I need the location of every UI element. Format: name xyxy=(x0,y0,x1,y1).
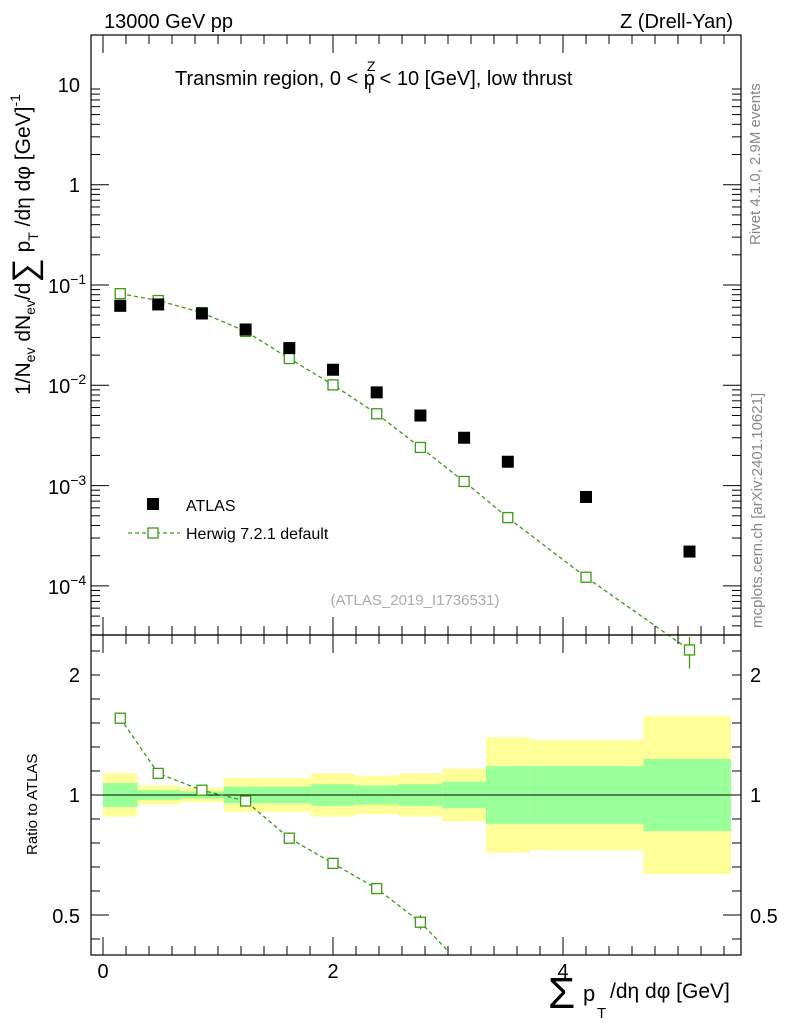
atlas-point xyxy=(283,342,296,355)
herwig-point xyxy=(414,441,427,454)
xlabel-sub-t: T xyxy=(597,1005,606,1022)
ratio-herwig-point xyxy=(283,832,295,844)
herwig-point xyxy=(580,571,592,583)
ratio-herwig-point xyxy=(152,767,164,780)
ratio-herwig-point xyxy=(114,712,126,724)
atlas-point xyxy=(501,455,514,468)
xlabel-rest: /dη dφ [GeV] xyxy=(610,980,730,1003)
herwig-point xyxy=(683,644,696,656)
ratio-ytick-label-2: 2 xyxy=(69,665,80,687)
ratio-axis-ticks xyxy=(91,635,741,955)
ratio-ytick-label-0p5-right: 0.5 xyxy=(750,906,778,928)
ratio-herwig-point xyxy=(196,784,208,796)
ratio-herwig-point xyxy=(239,795,252,807)
ratio-data-marks xyxy=(114,712,449,952)
herwig-point xyxy=(283,352,295,365)
legend-herwig-marker xyxy=(147,527,159,539)
ratio-herwig-point xyxy=(327,857,339,870)
legend: ATLAS Herwig 7.2.1 default xyxy=(128,498,329,543)
ytick-label-1e-2: 10−2 xyxy=(48,371,86,398)
xlabel-sum-symbol: Σ xyxy=(548,969,575,1018)
legend-atlas-marker xyxy=(147,498,159,510)
legend-herwig-label: Herwig 7.2.1 default xyxy=(186,526,329,543)
ratio-herwig-point xyxy=(371,882,383,895)
main-frame xyxy=(90,34,742,636)
ratio-ytick-label-1: 1 xyxy=(69,785,80,807)
herwig-point xyxy=(327,379,339,391)
ratio-herwig-line xyxy=(119,717,449,952)
xtick-label-4: 4 xyxy=(557,961,568,983)
ratio-ytick-label-1-right: 1 xyxy=(750,785,761,807)
atlas-point xyxy=(152,298,165,311)
legend-atlas-label: ATLAS xyxy=(186,498,236,515)
ytick-label-1e-4: 10−4 xyxy=(48,572,86,599)
atlas-point xyxy=(239,323,252,336)
xlabel-p: p xyxy=(583,981,595,1006)
mcplots-label: mcplots.cern.ch [arXiv:2401.10621] xyxy=(749,393,766,628)
atlas-point xyxy=(114,299,127,312)
atlas-point xyxy=(580,490,592,503)
plot-title: Transmin region, 0 < pZ T < 10 [GeV], low… xyxy=(175,58,573,96)
ratio-ytick-label-0p5: 0.5 xyxy=(52,906,80,928)
analysis-watermark: (ATLAS_2019_I1736531) xyxy=(330,592,499,609)
xtick-label-2: 2 xyxy=(327,961,338,983)
svg-text:1/Nev dNev/d∑ pT /dη dφ [GeV]: 1/Nev dNev/d∑ pT /dη dφ [GeV]-1 xyxy=(6,94,44,395)
atlas-point xyxy=(458,431,471,444)
ytick-label-10: 10 xyxy=(58,75,80,97)
ratio-panel: 2 1 0.5 2 1 0.5 Ratio to ATLAS 0 2 4 Σ p… xyxy=(24,634,778,1022)
main-ylabel: 1/Nev dNev/d∑ pT /dη dφ [GeV]-1 xyxy=(6,94,44,395)
header-left-label: 13000 GeV pp xyxy=(104,11,233,33)
main-data-marks xyxy=(114,287,696,669)
atlas-point xyxy=(195,307,208,320)
ytick-label-1e-1: 10−1 xyxy=(48,271,86,298)
ratio-ylabel: Ratio to ATLAS xyxy=(24,754,41,855)
atlas-point xyxy=(370,386,383,399)
atlas-point xyxy=(327,363,339,376)
rivet-label: Rivet 4.1.0, 2.9M events xyxy=(747,83,764,245)
herwig-line xyxy=(120,293,690,651)
main-tick-labels: 10 1 10−1 10−2 10−3 10−4 xyxy=(48,75,86,599)
atlas-point xyxy=(683,545,696,558)
herwig-point xyxy=(502,511,514,524)
herwig-point xyxy=(114,287,126,300)
header-right-label: Z (Drell-Yan) xyxy=(620,11,733,33)
xtick-label-0: 0 xyxy=(97,961,108,983)
atlas-point xyxy=(414,409,427,422)
ratio-herwig-point xyxy=(414,916,427,928)
ytick-label-1e-3: 10−3 xyxy=(48,472,86,499)
ytick-label-1: 1 xyxy=(69,175,80,197)
main-panel: 10 1 10−1 10−2 10−3 10−4 Transmin region… xyxy=(6,34,742,669)
xaxis-label: Σ p T /dη dφ [GeV] xyxy=(548,969,730,1022)
main-axis-ticks xyxy=(91,35,741,635)
herwig-point xyxy=(371,408,383,420)
ratio-ytick-label-2-right: 2 xyxy=(750,665,761,687)
herwig-point xyxy=(458,475,470,488)
